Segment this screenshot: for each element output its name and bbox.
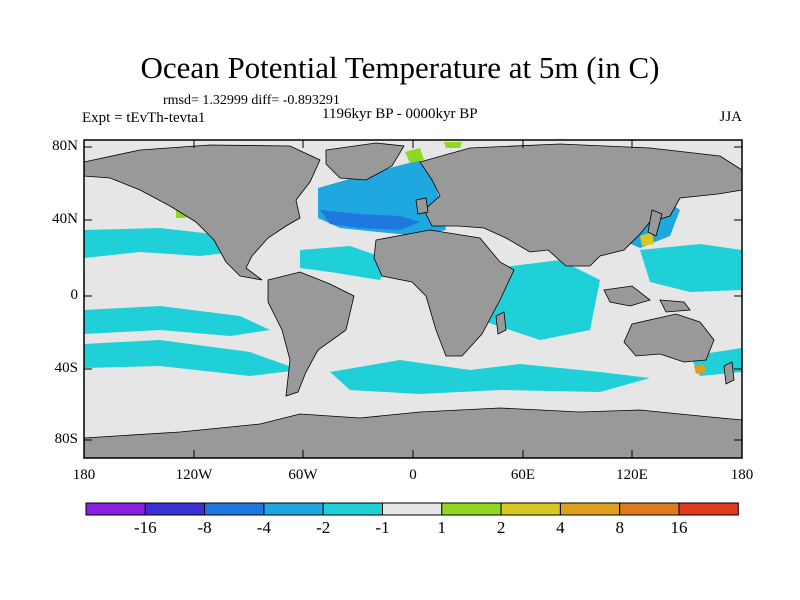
colorbar-label: 8 — [615, 518, 624, 537]
x-tick-label: 60W — [288, 467, 318, 483]
colorbar-swatch — [204, 502, 265, 516]
africa — [373, 229, 515, 357]
east-pacific-cooling — [84, 306, 270, 336]
japan — [647, 209, 663, 237]
south-atlantic-cooling — [330, 360, 650, 394]
season-label: JJA — [719, 109, 742, 125]
rmsd-diff-stats: rmsd= 1.32999 diff= -0.893291 — [163, 93, 340, 108]
x-tick-label: 180 — [72, 467, 96, 483]
australia — [623, 313, 715, 363]
x-tick-label: 120W — [175, 467, 213, 483]
north-america — [83, 144, 321, 281]
greenland-warming — [405, 148, 424, 163]
colorbar-label: 4 — [556, 518, 565, 537]
period-label: 1196kyr BP - 0000kyr BP — [322, 106, 478, 122]
greenland — [325, 142, 405, 181]
north-atlantic-strong-cooling — [320, 210, 420, 230]
y-tick-label: 40S — [54, 360, 78, 376]
madagascar — [495, 311, 507, 335]
x-tick-label: 180 — [730, 467, 754, 483]
colorbar-swatch — [678, 502, 739, 516]
y-tick-label: 0 — [70, 287, 79, 303]
indian-ocean-cooling — [480, 260, 600, 340]
colorbar-label: 1 — [437, 518, 447, 537]
eurasia — [419, 143, 743, 267]
kuroshio-warming — [640, 232, 654, 246]
colorbar-swatch — [144, 502, 206, 516]
experiment-label: Expt = tEvTh-tevta1 — [82, 110, 206, 126]
colorbar-label: -4 — [256, 518, 271, 537]
colorbar — [85, 502, 739, 516]
colorbar-label: -8 — [197, 518, 212, 537]
x-tick-label: 120E — [616, 467, 648, 483]
y-tick-label: 80N — [52, 138, 78, 154]
new-guinea — [659, 299, 691, 313]
colorbar-label: -1 — [375, 518, 390, 537]
britain — [415, 197, 429, 215]
axis-ticks — [83, 140, 743, 458]
colorbar-label: -2 — [316, 518, 331, 537]
equatorial-atlantic-cooling — [300, 246, 390, 280]
colorbar-label: 2 — [496, 518, 506, 537]
colorbar-label: -16 — [133, 518, 157, 537]
new-zealand — [723, 361, 735, 385]
west-pacific-cooling — [640, 244, 742, 292]
colorbar-swatch — [500, 502, 561, 516]
colorbar-swatch — [85, 502, 146, 516]
colorbar-swatch — [382, 502, 443, 516]
land — [83, 142, 743, 459]
x-tick-label: 60E — [510, 467, 536, 483]
arctic-warming — [444, 142, 462, 148]
colorbar-swatch — [559, 502, 621, 516]
colorbar-swatch — [441, 502, 502, 516]
colorbar-swatch — [322, 502, 384, 516]
x-tick-label: 0 — [409, 467, 417, 483]
colorbar-swatch — [619, 502, 680, 516]
y-tick-label: 40N — [52, 211, 78, 227]
y-tick-label: 80S — [54, 431, 78, 447]
map-title: Ocean Potential Temperature at 5m (in C) — [140, 50, 660, 85]
colorbar-swatch — [263, 502, 324, 516]
colorbar-label: 16 — [670, 518, 688, 537]
southern-ocean-cooling — [84, 340, 300, 376]
indonesia — [603, 285, 651, 307]
south-america — [267, 271, 355, 397]
australia-warming — [694, 364, 706, 374]
